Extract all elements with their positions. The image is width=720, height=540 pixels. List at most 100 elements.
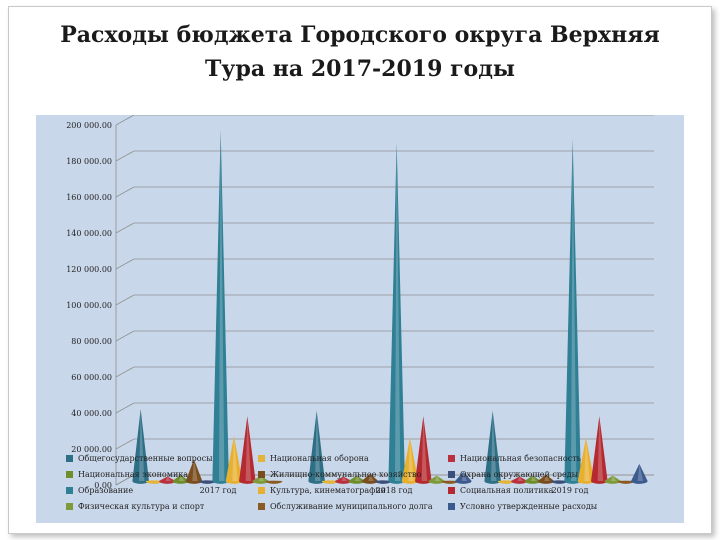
- cone-highlight: [408, 437, 414, 481]
- y-tick-label: 200 000.00: [66, 121, 112, 130]
- cone-body: [348, 475, 365, 484]
- cone-mark: [321, 480, 339, 484]
- gridline: [115, 222, 654, 234]
- x-category-label: 2018 год: [376, 486, 413, 495]
- cone-mark: [455, 472, 472, 484]
- cone-highlight: [179, 474, 185, 481]
- cone-mark: [308, 410, 325, 484]
- cone-mark: [172, 474, 189, 484]
- cone-mark: [484, 410, 501, 484]
- gridline: [115, 258, 654, 270]
- y-tick-label: 120 000.00: [66, 265, 112, 274]
- legend-swatch: [258, 471, 265, 478]
- cone-mark: [185, 459, 203, 484]
- gridline: [115, 150, 654, 162]
- cone-mark: [631, 463, 648, 484]
- gridline: [115, 438, 654, 450]
- y-tick-label: 180 000.00: [66, 157, 112, 166]
- cone-mark: [497, 480, 515, 484]
- cone-body: [185, 459, 203, 484]
- cone-highlight: [611, 475, 617, 481]
- cone-body: [159, 476, 176, 484]
- legend-label: Физическая культура и спорт: [78, 502, 205, 511]
- cone-chart: 0,00 20 000.00 40 000.00 60 000.00 80 000.00…: [66, 115, 654, 511]
- cone-mark: [265, 480, 283, 484]
- cone-mark: [441, 480, 459, 484]
- cone-body: [265, 480, 283, 484]
- cone-mark: [212, 130, 229, 484]
- y-tick-label: 140 000.00: [66, 229, 112, 238]
- legend-label: Условно утвержденные расходы: [460, 502, 598, 511]
- cone-mark: [335, 476, 352, 484]
- y-tick-label: 100 000.00: [66, 301, 112, 310]
- cone-mark: [564, 139, 581, 484]
- cone-body: [252, 475, 269, 484]
- cone-body: [401, 437, 419, 484]
- cone-highlight: [152, 480, 158, 481]
- page-title: Расходы бюджета Городского округа Верхня…: [60, 22, 660, 82]
- cone-mark: [132, 409, 149, 484]
- cone-body: [564, 139, 581, 484]
- cone-highlight: [328, 480, 334, 481]
- cone-mark: [388, 142, 405, 484]
- cone-mark: [524, 475, 541, 484]
- cone-body: [335, 476, 352, 484]
- cone-highlight: [165, 476, 172, 481]
- legend-swatch: [66, 487, 73, 494]
- legend-swatch: [66, 455, 73, 462]
- cone-body: [415, 416, 432, 484]
- cone-highlight: [571, 139, 577, 481]
- cone-mark: [145, 480, 163, 484]
- cone-highlight: [637, 463, 644, 481]
- cone-body: [497, 480, 515, 484]
- legend-label: Социальная политика: [460, 486, 554, 495]
- cone-body: [617, 480, 635, 484]
- cone-highlight: [421, 416, 428, 481]
- y-tick-label: 20 000.00: [71, 445, 112, 454]
- plot-wall: [116, 115, 654, 485]
- legend-swatch: [258, 455, 265, 462]
- cone-body: [551, 480, 568, 484]
- y-tick-label: 80 000.00: [71, 337, 112, 346]
- cone-body: [631, 463, 648, 484]
- cone-mark: [361, 473, 379, 484]
- cone-body: [591, 416, 608, 484]
- legend-swatch: [448, 503, 455, 510]
- cone-body: [455, 472, 472, 484]
- cone-mark: [348, 475, 365, 484]
- legend-label: Жилищно-коммунальное хозяйство: [270, 470, 421, 479]
- gridline: [115, 115, 654, 126]
- legend-swatch: [66, 471, 73, 478]
- gridline: [115, 294, 654, 306]
- cone-body: [375, 480, 392, 484]
- x-category-label: 2019 год: [552, 486, 589, 495]
- cone-highlight: [557, 480, 564, 481]
- legend-swatch: [448, 471, 455, 478]
- cone-mark: [199, 480, 216, 484]
- cone-body: [321, 480, 339, 484]
- cone-body: [145, 480, 163, 484]
- cone-mark: [617, 480, 635, 484]
- cone-highlight: [192, 459, 198, 481]
- cone-body: [388, 142, 405, 484]
- cone-body: [239, 416, 256, 484]
- legend-label: Национальная оборона: [270, 454, 369, 463]
- cone-mark: [591, 416, 608, 484]
- legend-label: Культура, кинематография: [270, 486, 386, 495]
- cone-mark: [225, 436, 243, 484]
- cone-body: [199, 480, 216, 484]
- cone-body: [441, 480, 459, 484]
- legend-label: Образование: [78, 486, 133, 495]
- cone-highlight: [544, 474, 550, 481]
- legend-swatch: [258, 487, 265, 494]
- cone-body: [604, 475, 621, 484]
- y-tick-label: 40 000.00: [71, 409, 112, 418]
- gridline: [115, 186, 654, 198]
- x-category-label: 2017 год: [200, 486, 237, 495]
- cone-highlight: [435, 475, 441, 481]
- cone-mark: [375, 480, 392, 484]
- legend-swatch: [258, 503, 265, 510]
- cone-body: [212, 130, 229, 484]
- gridline: [115, 366, 654, 378]
- cone-highlight: [531, 475, 537, 481]
